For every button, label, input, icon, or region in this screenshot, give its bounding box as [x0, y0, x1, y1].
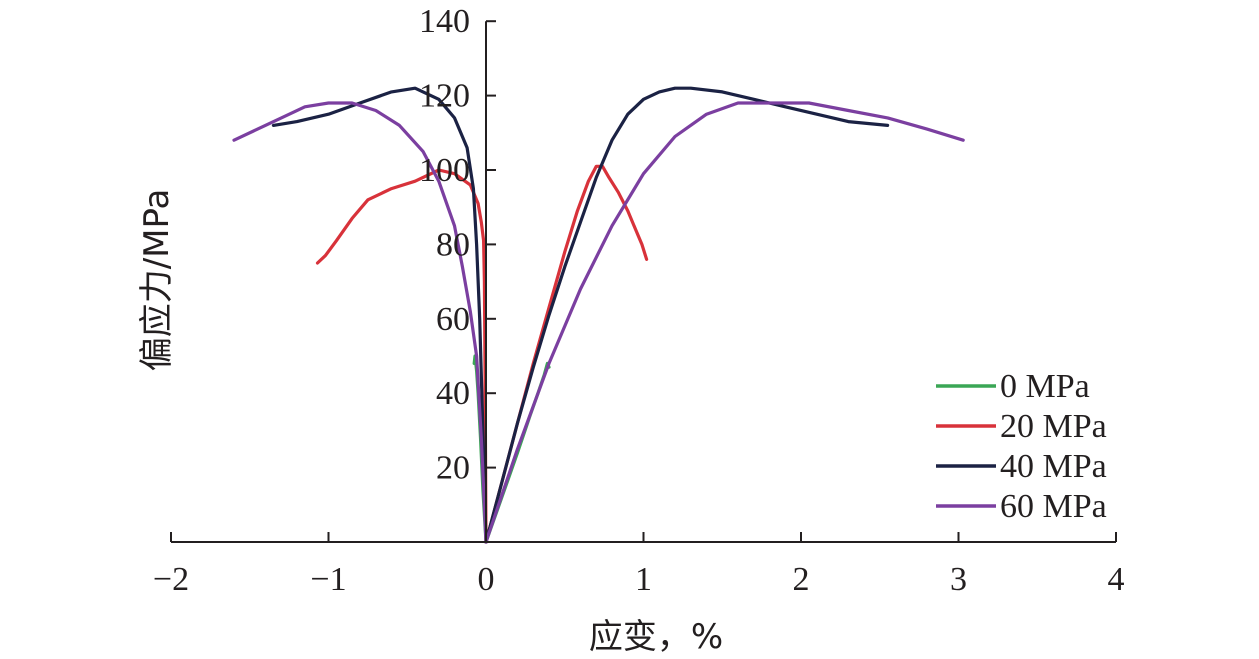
y-tick-label: 60: [436, 301, 470, 338]
y-tick-label: 20: [436, 450, 470, 487]
y-tick-label: 100: [419, 152, 470, 189]
x-tick-label: 3: [950, 561, 967, 598]
x-tick-label: −2: [153, 561, 189, 598]
legend-label: 60 MPa: [1000, 488, 1107, 525]
series-line-60-mpa-negative: [232, 101, 488, 544]
x-tick-label: −1: [310, 561, 346, 598]
x-tick-label: 1: [635, 561, 652, 598]
series-line-40-mpa-positive: [484, 86, 890, 544]
legend-label: 0 MPa: [1000, 368, 1090, 405]
x-tick-label: 2: [793, 561, 810, 598]
series-layer: [232, 86, 965, 544]
series-line-60-mpa-positive: [484, 101, 965, 544]
y-axis-title: 偏应力/MPa: [137, 189, 177, 372]
legend-label: 20 MPa: [1000, 408, 1107, 445]
y-tick-label: 120: [419, 78, 470, 115]
legend-label: 40 MPa: [1000, 448, 1107, 485]
y-tick-label: 140: [419, 3, 470, 40]
y-tick-label: 40: [436, 375, 470, 412]
series-line-20-mpa-positive: [484, 164, 649, 544]
axes-layer: −2 −1 0 1 2 3 4 20 40 60 80 100 120 140: [153, 3, 1125, 598]
series-line-20-mpa-negative: [315, 168, 488, 544]
x-axis-title: 应变，%: [589, 617, 723, 657]
x-tick-label: 4: [1108, 561, 1125, 598]
y-tick-label: 80: [436, 226, 470, 263]
x-tick-label: 0: [478, 561, 495, 598]
series-line-40-mpa-negative: [271, 86, 488, 544]
